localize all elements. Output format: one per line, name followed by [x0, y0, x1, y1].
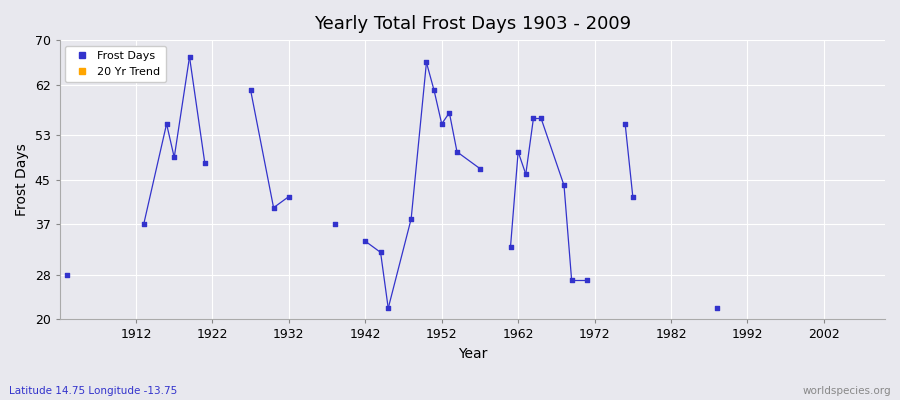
- Point: [60, 272, 75, 278]
- Point: [167, 154, 182, 161]
- Point: [427, 87, 441, 94]
- Point: [198, 160, 212, 166]
- Y-axis label: Frost Days: Frost Days: [15, 143, 29, 216]
- Point: [282, 193, 296, 200]
- Point: [328, 221, 342, 228]
- Legend: Frost Days, 20 Yr Trend: Frost Days, 20 Yr Trend: [65, 46, 166, 82]
- Point: [159, 121, 174, 127]
- Point: [419, 59, 434, 66]
- Point: [618, 121, 633, 127]
- Title: Yearly Total Frost Days 1903 - 2009: Yearly Total Frost Days 1903 - 2009: [314, 15, 631, 33]
- Text: worldspecies.org: worldspecies.org: [803, 386, 891, 396]
- Point: [266, 204, 281, 211]
- Point: [580, 277, 594, 284]
- Point: [381, 305, 395, 312]
- Point: [442, 110, 456, 116]
- Point: [404, 216, 419, 222]
- Point: [503, 244, 517, 250]
- Point: [435, 121, 449, 127]
- Point: [244, 87, 258, 94]
- Point: [710, 305, 724, 312]
- Point: [518, 171, 533, 177]
- Point: [472, 165, 487, 172]
- Point: [374, 249, 388, 256]
- Point: [450, 149, 464, 155]
- Point: [358, 238, 373, 244]
- Point: [626, 193, 640, 200]
- Point: [564, 277, 579, 284]
- Point: [534, 115, 548, 122]
- Point: [511, 149, 526, 155]
- Point: [557, 182, 572, 188]
- Point: [137, 221, 151, 228]
- Text: Latitude 14.75 Longitude -13.75: Latitude 14.75 Longitude -13.75: [9, 386, 177, 396]
- Point: [183, 54, 197, 60]
- Point: [526, 115, 541, 122]
- X-axis label: Year: Year: [457, 347, 487, 361]
